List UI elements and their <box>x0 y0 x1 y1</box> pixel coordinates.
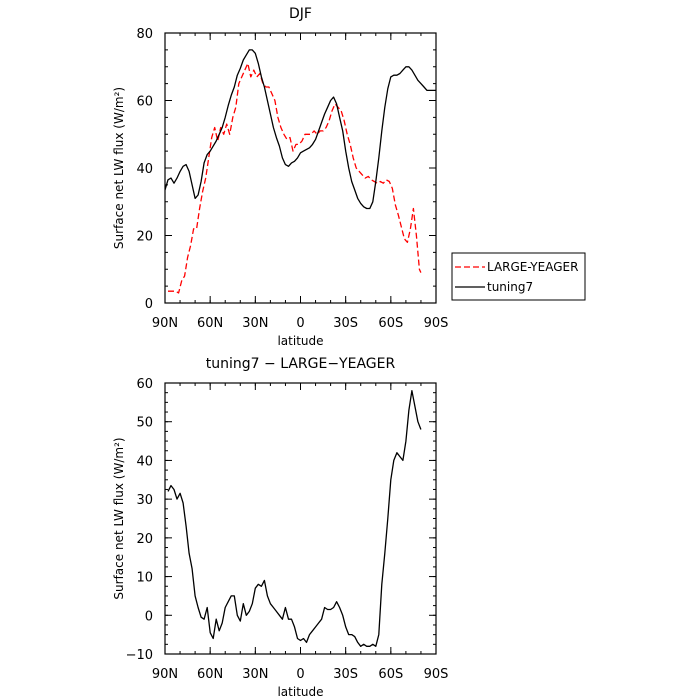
y-axis-label: Surface net LW flux (W/m²) <box>112 437 126 599</box>
y-tick-label: 30 <box>136 493 153 508</box>
legend-box <box>451 252 586 301</box>
y-tick-label: 0 <box>145 297 153 312</box>
y-tick-label: 0 <box>145 609 153 624</box>
x-tick-label: 90N <box>152 316 178 331</box>
series-line-tuning7 <box>165 49 436 210</box>
difference-panel: tuning7 − LARGE−YEAGER 90N 60N 30N 0 30S 60S 90… <box>112 356 448 699</box>
y-axis-label: Surface net LW flux (W/m²) <box>112 87 126 249</box>
y-tick-label: 10 <box>136 571 153 586</box>
x-tick-label: 60S <box>378 667 403 682</box>
plot-frame <box>164 32 437 304</box>
y-tick-label: 20 <box>136 532 153 547</box>
x-tick-label: 60N <box>197 667 223 682</box>
legend-label: tuning7 <box>487 280 533 294</box>
series-line-large-yeager <box>168 62 422 294</box>
y-tick-label: 80 <box>136 27 153 42</box>
x-tick-label: 0 <box>296 316 304 331</box>
x-tick-label: 30S <box>333 667 358 682</box>
y-tick-label: 40 <box>136 454 153 469</box>
chart-title: tuning7 − LARGE−YEAGER <box>206 356 396 372</box>
series-line-difference <box>167 390 422 647</box>
x-tick-label: 90S <box>424 667 449 682</box>
x-axis-label: latitude <box>277 334 323 348</box>
y-tick-label: 60 <box>136 95 153 110</box>
x-tick-label: 90S <box>424 316 449 331</box>
x-tick-label: 60S <box>378 316 403 331</box>
x-axis-label: latitude <box>277 685 323 699</box>
djf-panel: DJF 90N 60N 30N 0 30S 60S 90S 0 20 40 60 80 latitude S… <box>112 6 586 348</box>
x-tick-label: 30S <box>333 316 358 331</box>
legend: LARGE-YEAGER tuning7 <box>451 252 586 301</box>
plot-frame <box>164 382 437 655</box>
y-tick-label: 50 <box>136 416 153 431</box>
legend-label: LARGE-YEAGER <box>487 260 578 274</box>
y-tick-label: 60 <box>136 377 153 392</box>
y-tick-label: −10 <box>126 648 153 663</box>
x-tick-label: 0 <box>296 667 304 682</box>
x-tick-label: 30N <box>242 316 268 331</box>
x-tick-label: 30N <box>242 667 268 682</box>
y-tick-label: 40 <box>136 162 153 177</box>
y-tick-label: 20 <box>136 230 153 245</box>
x-tick-label: 60N <box>197 316 223 331</box>
chart-title: DJF <box>289 6 312 22</box>
x-tick-label: 90N <box>152 667 178 682</box>
